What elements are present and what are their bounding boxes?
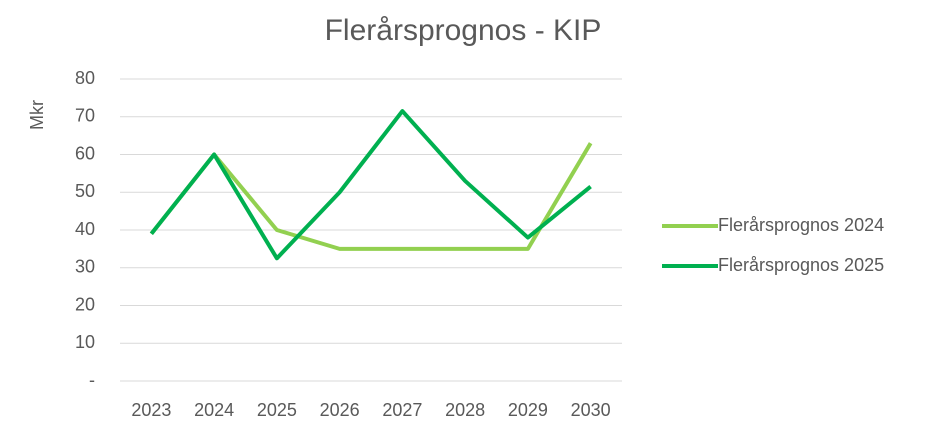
y-tick-label: 60: [75, 143, 95, 163]
line-series: [149, 109, 592, 261]
y-tick-label: 30: [75, 257, 95, 277]
x-tick-label: 2026: [320, 400, 360, 420]
y-tick-label: 70: [75, 106, 95, 126]
x-tick-label: 2029: [508, 400, 548, 420]
y-tick-label: 50: [75, 181, 95, 201]
x-tick-label: 2025: [257, 400, 297, 420]
y-tick-label: 20: [75, 294, 95, 314]
legend-label: Flerårsprognos 2025: [718, 255, 884, 275]
x-tick-label: 2030: [571, 400, 611, 420]
y-axis-label: Mkr: [27, 100, 47, 130]
chart-title: Flerårsprognos - KIP: [325, 14, 602, 47]
line-series: [149, 142, 593, 251]
y-tick-label: 40: [75, 219, 95, 239]
x-tick-label: 2028: [445, 400, 485, 420]
x-tick-label: 2023: [131, 400, 171, 420]
x-tick-label: 2027: [382, 400, 422, 420]
legend-label: Flerårsprognos 2024: [718, 215, 884, 235]
x-tick-label: 2024: [194, 400, 234, 420]
y-tick-label: -: [89, 370, 95, 390]
y-tick-label: 10: [75, 332, 95, 352]
y-tick-label: 80: [75, 68, 95, 88]
